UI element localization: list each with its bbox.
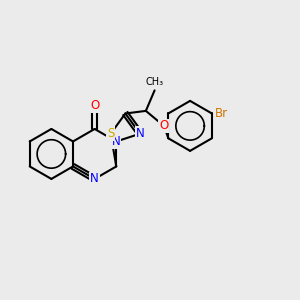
Text: S: S [107, 127, 114, 140]
Text: O: O [90, 100, 99, 112]
Text: N: N [136, 127, 144, 140]
Text: N: N [90, 172, 99, 185]
Text: Br: Br [215, 107, 228, 120]
Text: N: N [112, 135, 121, 148]
Text: O: O [159, 119, 169, 132]
Text: CH₃: CH₃ [146, 77, 164, 87]
